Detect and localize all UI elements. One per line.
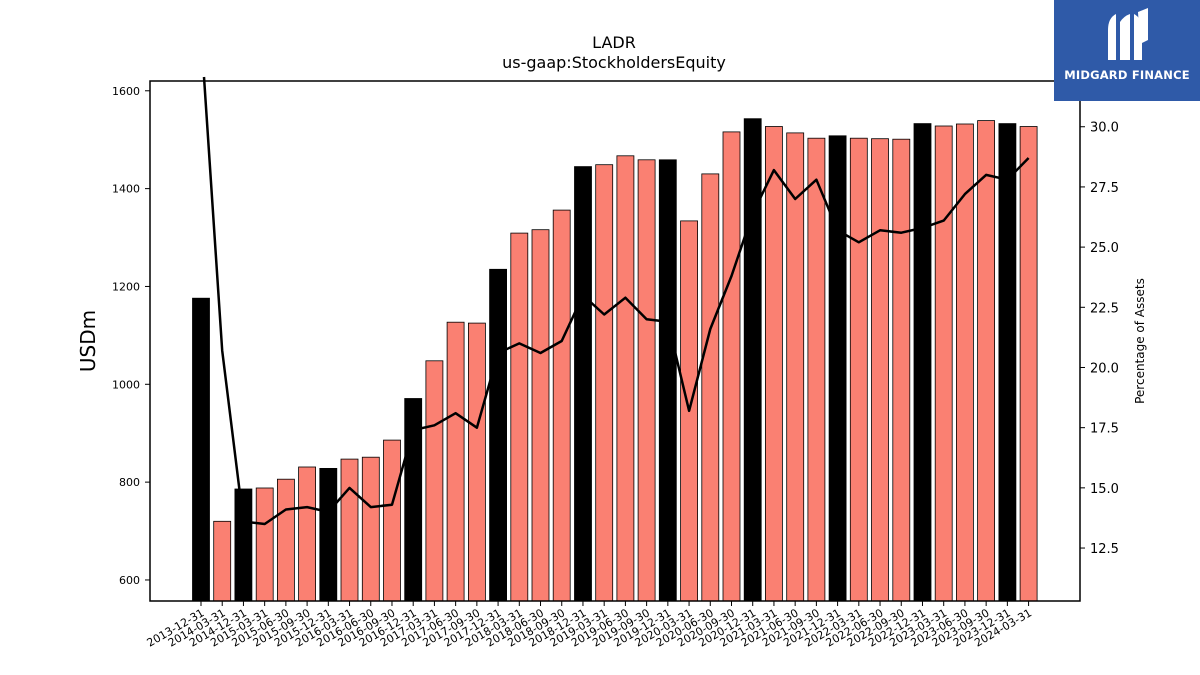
- bar-2017-09-30: [467, 322, 486, 602]
- y2-tick-label: 27.5: [1090, 181, 1119, 196]
- right-y-axis-label: Percentage of Assets: [1133, 278, 1147, 404]
- bar-2018-09-30: [552, 209, 571, 602]
- plot-frame: [149, 80, 1081, 602]
- bar-2020-09-30: [722, 131, 741, 602]
- y2-tick-label: 17.5: [1090, 422, 1119, 437]
- y2-tick-label: 12.5: [1090, 542, 1119, 557]
- y-tick-label: 1200: [112, 280, 140, 293]
- bar-2020-06-30: [701, 173, 720, 602]
- midgard-finance-logo: MIDGARD FINANCE: [1054, 0, 1200, 101]
- midgard-logo-icon: [1108, 8, 1148, 60]
- chart-subtitle: us-gaap:StockholdersEquity: [502, 53, 726, 72]
- bar-2016-09-30: [383, 439, 401, 602]
- bar-2017-03-31: [425, 360, 444, 602]
- bar-2022-03-31: [849, 137, 868, 602]
- y-axis-label: USDm: [76, 310, 100, 372]
- bar-2019-03-31: [595, 164, 614, 602]
- bar-2016-06-30: [361, 456, 380, 602]
- bar-2020-12-31: [743, 118, 762, 602]
- bar-2018-06-30: [531, 229, 550, 602]
- bar-2017-06-30: [446, 321, 465, 602]
- bar-2021-03-31: [765, 126, 783, 602]
- bar-2015-12-31: [319, 467, 338, 602]
- bar-2015-06-30: [276, 478, 295, 602]
- y-tick-label: 800: [119, 476, 140, 489]
- left-y-axis: 600 800 1000 1200 1400 1600: [112, 85, 150, 587]
- bar-2023-09-30: [977, 120, 995, 602]
- logo-text: MIDGARD FINANCE: [1064, 68, 1190, 82]
- bar-2015-03-31: [255, 487, 274, 602]
- y-tick-label: 1600: [112, 85, 140, 98]
- y2-tick-label: 22.5: [1090, 301, 1119, 316]
- bar-2016-03-31: [340, 458, 359, 602]
- right-y-axis: 12.5 15.0 17.5 20.0 22.5 25.0 27.5 30.0: [1080, 121, 1119, 557]
- percentage-of-assets-line: [202, 76, 1030, 526]
- bar-2013-12-31: [192, 297, 210, 602]
- y2-tick-label: 20.0: [1090, 361, 1119, 376]
- y2-tick-label: 30.0: [1090, 121, 1119, 136]
- bar-2021-06-30: [786, 132, 805, 602]
- bar-2022-09-30: [892, 138, 911, 602]
- bar-group: [192, 118, 1038, 602]
- x-axis: 2013-12-312014-03-312014-12-312015-03-31…: [145, 601, 1034, 650]
- bar-2018-03-31: [510, 232, 529, 602]
- bar-2023-12-31: [998, 123, 1017, 602]
- y-tick-label: 1400: [112, 183, 140, 196]
- bar-2019-12-31: [658, 159, 677, 602]
- chart-title: LADR: [592, 33, 636, 52]
- bar-2014-03-31: [213, 520, 232, 602]
- bar-2024-03-31: [1019, 126, 1038, 602]
- bar-2019-06-30: [616, 155, 635, 602]
- bar-2022-06-30: [871, 138, 889, 602]
- bar-2015-09-30: [298, 466, 317, 602]
- line-group: [202, 76, 1030, 526]
- bar-2021-12-31: [828, 135, 847, 602]
- bar-2023-03-31: [934, 125, 953, 602]
- y-tick-label: 1000: [112, 378, 140, 391]
- y2-tick-label: 25.0: [1090, 241, 1119, 256]
- bar-2018-12-31: [574, 166, 592, 602]
- bar-2022-12-31: [913, 123, 932, 602]
- bar-2017-12-31: [489, 268, 508, 602]
- bar-2021-09-30: [807, 137, 826, 602]
- bar-2019-09-30: [637, 159, 656, 602]
- y2-tick-label: 15.0: [1090, 482, 1119, 497]
- bar-2014-12-31: [234, 488, 253, 602]
- y-tick-label: 600: [119, 574, 140, 587]
